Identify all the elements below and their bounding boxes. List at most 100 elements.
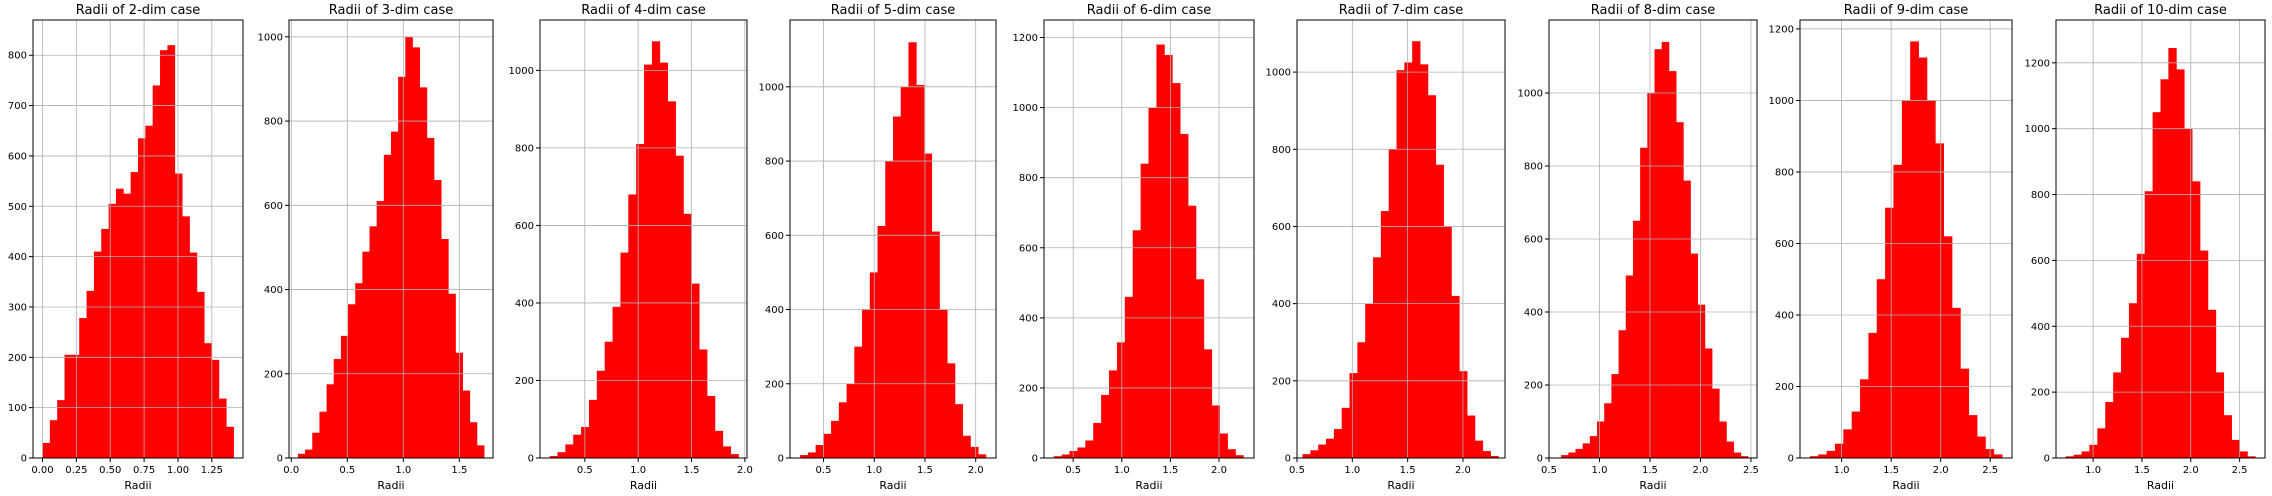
x-tick-label: 2.0	[968, 465, 984, 476]
x-axis-label: Radii	[377, 479, 404, 492]
chart-panel-7: 0.5 1.0 1.5 2.0 0 200 400 600 800 1000 Radii of 7-…	[1266, 3, 1506, 492]
x-tick-label: 0.5	[339, 465, 355, 476]
histogram-bar	[1582, 443, 1591, 458]
histogram-bar	[145, 125, 154, 459]
histogram-bar	[1597, 421, 1605, 458]
histogram-bar	[699, 349, 708, 458]
histogram-bar	[900, 86, 909, 458]
histogram-bar	[1101, 394, 1110, 458]
x-tick-label: 1.0	[1592, 465, 1608, 476]
histogram-bar	[405, 36, 413, 458]
histogram-bar	[815, 445, 824, 458]
histogram-bar	[398, 76, 406, 458]
y-tick-label: 800	[515, 143, 534, 154]
x-tick-label: 0.5	[1541, 465, 1557, 476]
x-axis-label: Radii	[1892, 479, 1919, 492]
y-tick-label: 0	[21, 454, 27, 465]
histogram-bar	[1809, 456, 1819, 458]
histogram-bar	[1697, 304, 1706, 458]
histogram-bar	[412, 47, 421, 458]
histogram-bar	[2097, 428, 2106, 458]
x-tick-label: 1.0	[2085, 465, 2101, 476]
y-tick-label: 0	[528, 454, 534, 465]
y-tick-label: 600	[1775, 239, 1794, 250]
histogram-bar	[588, 399, 598, 458]
x-tick-label: 1.5	[917, 465, 933, 476]
histogram-bar	[101, 228, 110, 458]
histogram-bar	[1885, 207, 1894, 458]
plot-frame	[1043, 19, 1255, 459]
y-tick-label: 200	[1272, 376, 1291, 387]
histogram-bar	[1420, 64, 1429, 459]
histogram-bar	[1668, 71, 1677, 458]
histogram-bar	[1683, 180, 1691, 458]
histogram-bar	[2144, 191, 2154, 459]
chart-title: Radii of 2-dim case	[76, 3, 201, 18]
histogram-bar	[2105, 402, 2114, 458]
histogram-bar	[196, 291, 205, 458]
histogram-bar	[2089, 444, 2098, 458]
histogram-bar	[1876, 279, 1886, 458]
histogram-bar	[1053, 456, 1063, 458]
chart-title: Radii of 6-dim case	[1087, 3, 1212, 18]
x-axis-label: Radii	[2147, 479, 2174, 492]
histogram-bar	[1843, 429, 1853, 458]
y-tick-label: 1000	[2025, 124, 2050, 135]
y-tick-label: 200	[1524, 381, 1543, 392]
histogram-bar	[846, 383, 855, 458]
histogram-bar	[1180, 133, 1189, 458]
histogram-bar	[1069, 450, 1078, 458]
y-tick-label: 1000	[1013, 103, 1038, 114]
histogram-bar	[218, 398, 227, 458]
histogram-bar	[1443, 226, 1452, 458]
histogram-bar	[1333, 429, 1343, 458]
histogram-bar	[130, 172, 139, 458]
y-tick-label: 1000	[759, 82, 784, 93]
plot-frame	[789, 19, 997, 459]
x-tick-label: 2.0	[1693, 465, 1709, 476]
histogram-bar	[565, 444, 574, 458]
y-tick-label: 200	[2031, 388, 2050, 399]
histogram-bar	[71, 354, 80, 458]
histogram-bar	[1910, 41, 1919, 458]
y-tick-label: 400	[1775, 310, 1794, 321]
histogram-bar	[138, 138, 146, 458]
y-tick-label: 600	[2031, 256, 2050, 267]
x-tick-label: 0.75	[133, 465, 155, 476]
histogram-bar	[189, 252, 198, 458]
histogram-bar	[1235, 455, 1244, 458]
histogram-bar	[596, 370, 606, 458]
histogram-bar	[326, 384, 335, 458]
histogram-bar	[1203, 349, 1213, 458]
histogram-bar	[93, 251, 102, 458]
y-tick-label: 400	[8, 252, 27, 263]
histogram-bar	[1868, 332, 1878, 458]
histogram-bar	[391, 131, 399, 458]
histogram-bar	[573, 434, 582, 458]
histogram-bar	[1960, 368, 1970, 458]
histogram-bar	[152, 85, 161, 458]
histogram-bar	[807, 452, 817, 458]
histogram-bar	[1640, 147, 1648, 458]
histogram-bar	[297, 453, 306, 458]
chart-title: Radii of 7-dim case	[1339, 3, 1464, 18]
x-tick-label: 1.5	[1162, 465, 1178, 476]
y-tick-label: 800	[1775, 167, 1794, 178]
histogram-bar	[1227, 449, 1236, 458]
histogram-bar	[581, 426, 590, 458]
histogram-bar	[1993, 454, 2003, 458]
histogram-bar	[2192, 181, 2201, 459]
histogram-bar	[1396, 70, 1405, 458]
y-tick-label: 0	[1032, 454, 1038, 465]
y-tick-label: 800	[1272, 145, 1291, 156]
histogram-bar	[1719, 421, 1727, 458]
histogram-bar	[362, 251, 370, 458]
histogram-bar	[174, 173, 183, 458]
histogram-bar	[2239, 451, 2248, 458]
histogram-bar	[854, 346, 863, 458]
y-tick-label: 0	[277, 454, 283, 465]
histogram-bar	[86, 290, 95, 458]
y-tick-label: 1000	[509, 66, 534, 77]
x-axis-label: Radii	[124, 479, 151, 492]
y-tick-label: 600	[264, 201, 283, 212]
